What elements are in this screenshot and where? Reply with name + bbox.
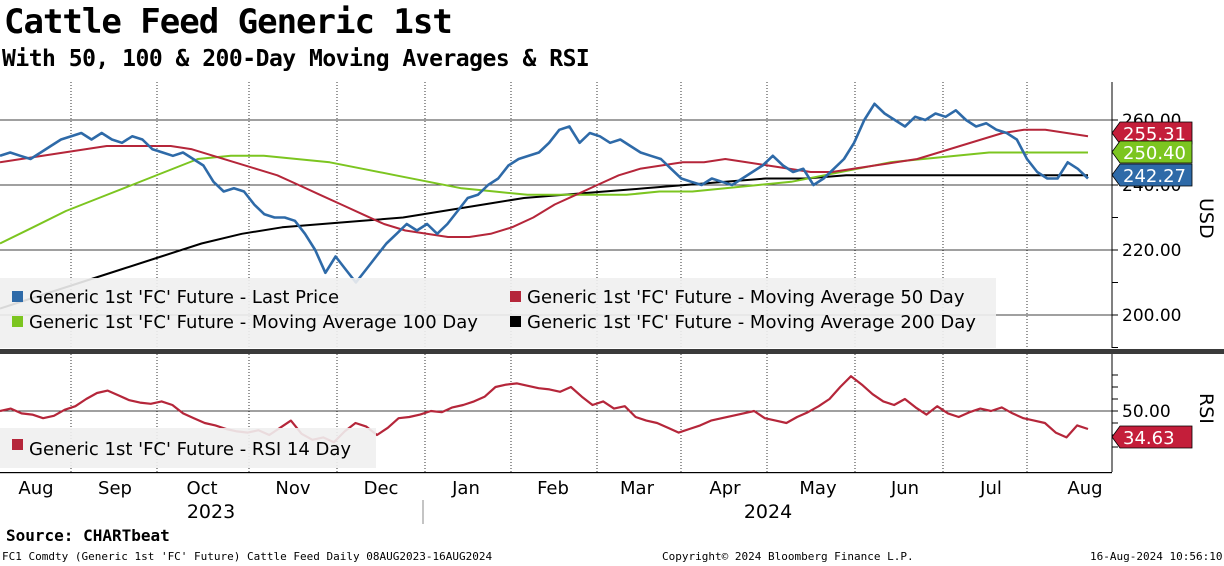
y-tick-label: 200.00 <box>1122 306 1181 326</box>
x-tick-label: Sep <box>98 478 132 499</box>
series-line-ma200 <box>0 174 1088 310</box>
x-year-label: 2023 <box>187 501 235 523</box>
x-tick-label: Dec <box>364 478 399 499</box>
x-tick-label: Apr <box>709 478 741 499</box>
legend-label: Generic 1st 'FC' Future - Moving Average… <box>29 312 478 333</box>
last-value-tag-ma100: 250.40 <box>1111 140 1193 164</box>
y-tick-label: 50.00 <box>1122 402 1171 422</box>
x-tick-label: Mar <box>620 478 655 499</box>
series-line-ma50 <box>0 128 1089 238</box>
footer-timestamp: 16-Aug-2024 10:56:10 <box>1090 550 1223 563</box>
source-label: Source: CHARTbeat <box>6 526 170 545</box>
series-line-ma100 <box>0 151 1088 245</box>
series-line-last-price <box>0 102 1089 284</box>
x-tick-label: Aug <box>1067 478 1102 499</box>
y-axis-title: USD <box>1195 198 1217 239</box>
last-value-text: 250.40 <box>1123 143 1186 164</box>
chart-subtitle: With 50, 100 & 200-Day Moving Averages &… <box>2 46 590 72</box>
x-tick-label: Oct <box>186 478 217 499</box>
legend-label: Generic 1st 'FC' Future - Moving Average… <box>527 287 965 308</box>
x-tick-label: Nov <box>275 478 310 499</box>
footer-security-info: FC1 Comdty (Generic 1st 'FC' Future) Cat… <box>2 550 493 563</box>
x-tick-label: Jul <box>979 478 1002 499</box>
y-axis-title: RSI <box>1195 393 1217 424</box>
legend-swatch <box>510 316 521 327</box>
x-tick-label: Aug <box>18 478 53 499</box>
x-tick-label: Jun <box>890 478 919 499</box>
legend-box-rsi <box>0 428 376 468</box>
legend-label: Generic 1st 'FC' Future - Last Price <box>29 287 339 308</box>
last-value-text: 242.27 <box>1123 166 1186 187</box>
footer-copyright: Copyright© 2024 Bloomberg Finance L.P. <box>662 550 914 563</box>
y-tick-label: 220.00 <box>1122 241 1181 261</box>
last-value-tag-last-price: 242.27 <box>1111 163 1193 187</box>
series-line-rsi <box>0 375 1089 444</box>
chart-title: Cattle Feed Generic 1st <box>4 2 453 42</box>
x-tick-label: Jan <box>451 478 480 499</box>
x-year-label: 2024 <box>744 501 792 523</box>
legend-swatch <box>510 291 521 302</box>
x-tick-label: May <box>799 478 837 499</box>
legend-swatch <box>12 291 23 302</box>
x-axis-line <box>0 472 1112 474</box>
legend-swatch <box>12 439 23 450</box>
legend-label: Generic 1st 'FC' Future - RSI 14 Day <box>29 439 351 460</box>
x-tick-label: Feb <box>537 478 569 499</box>
legend-swatch <box>12 316 23 327</box>
legend-label: Generic 1st 'FC' Future - Moving Average… <box>527 312 976 333</box>
last-value-text: 34.63 <box>1123 428 1175 449</box>
last-value-tag-rsi: 34.63 <box>1111 425 1193 449</box>
legend-box <box>0 278 996 348</box>
last-value-tag-ma50: 255.31 <box>1111 121 1193 145</box>
last-value-text: 255.31 <box>1123 124 1186 145</box>
panel-separator <box>0 349 1224 354</box>
